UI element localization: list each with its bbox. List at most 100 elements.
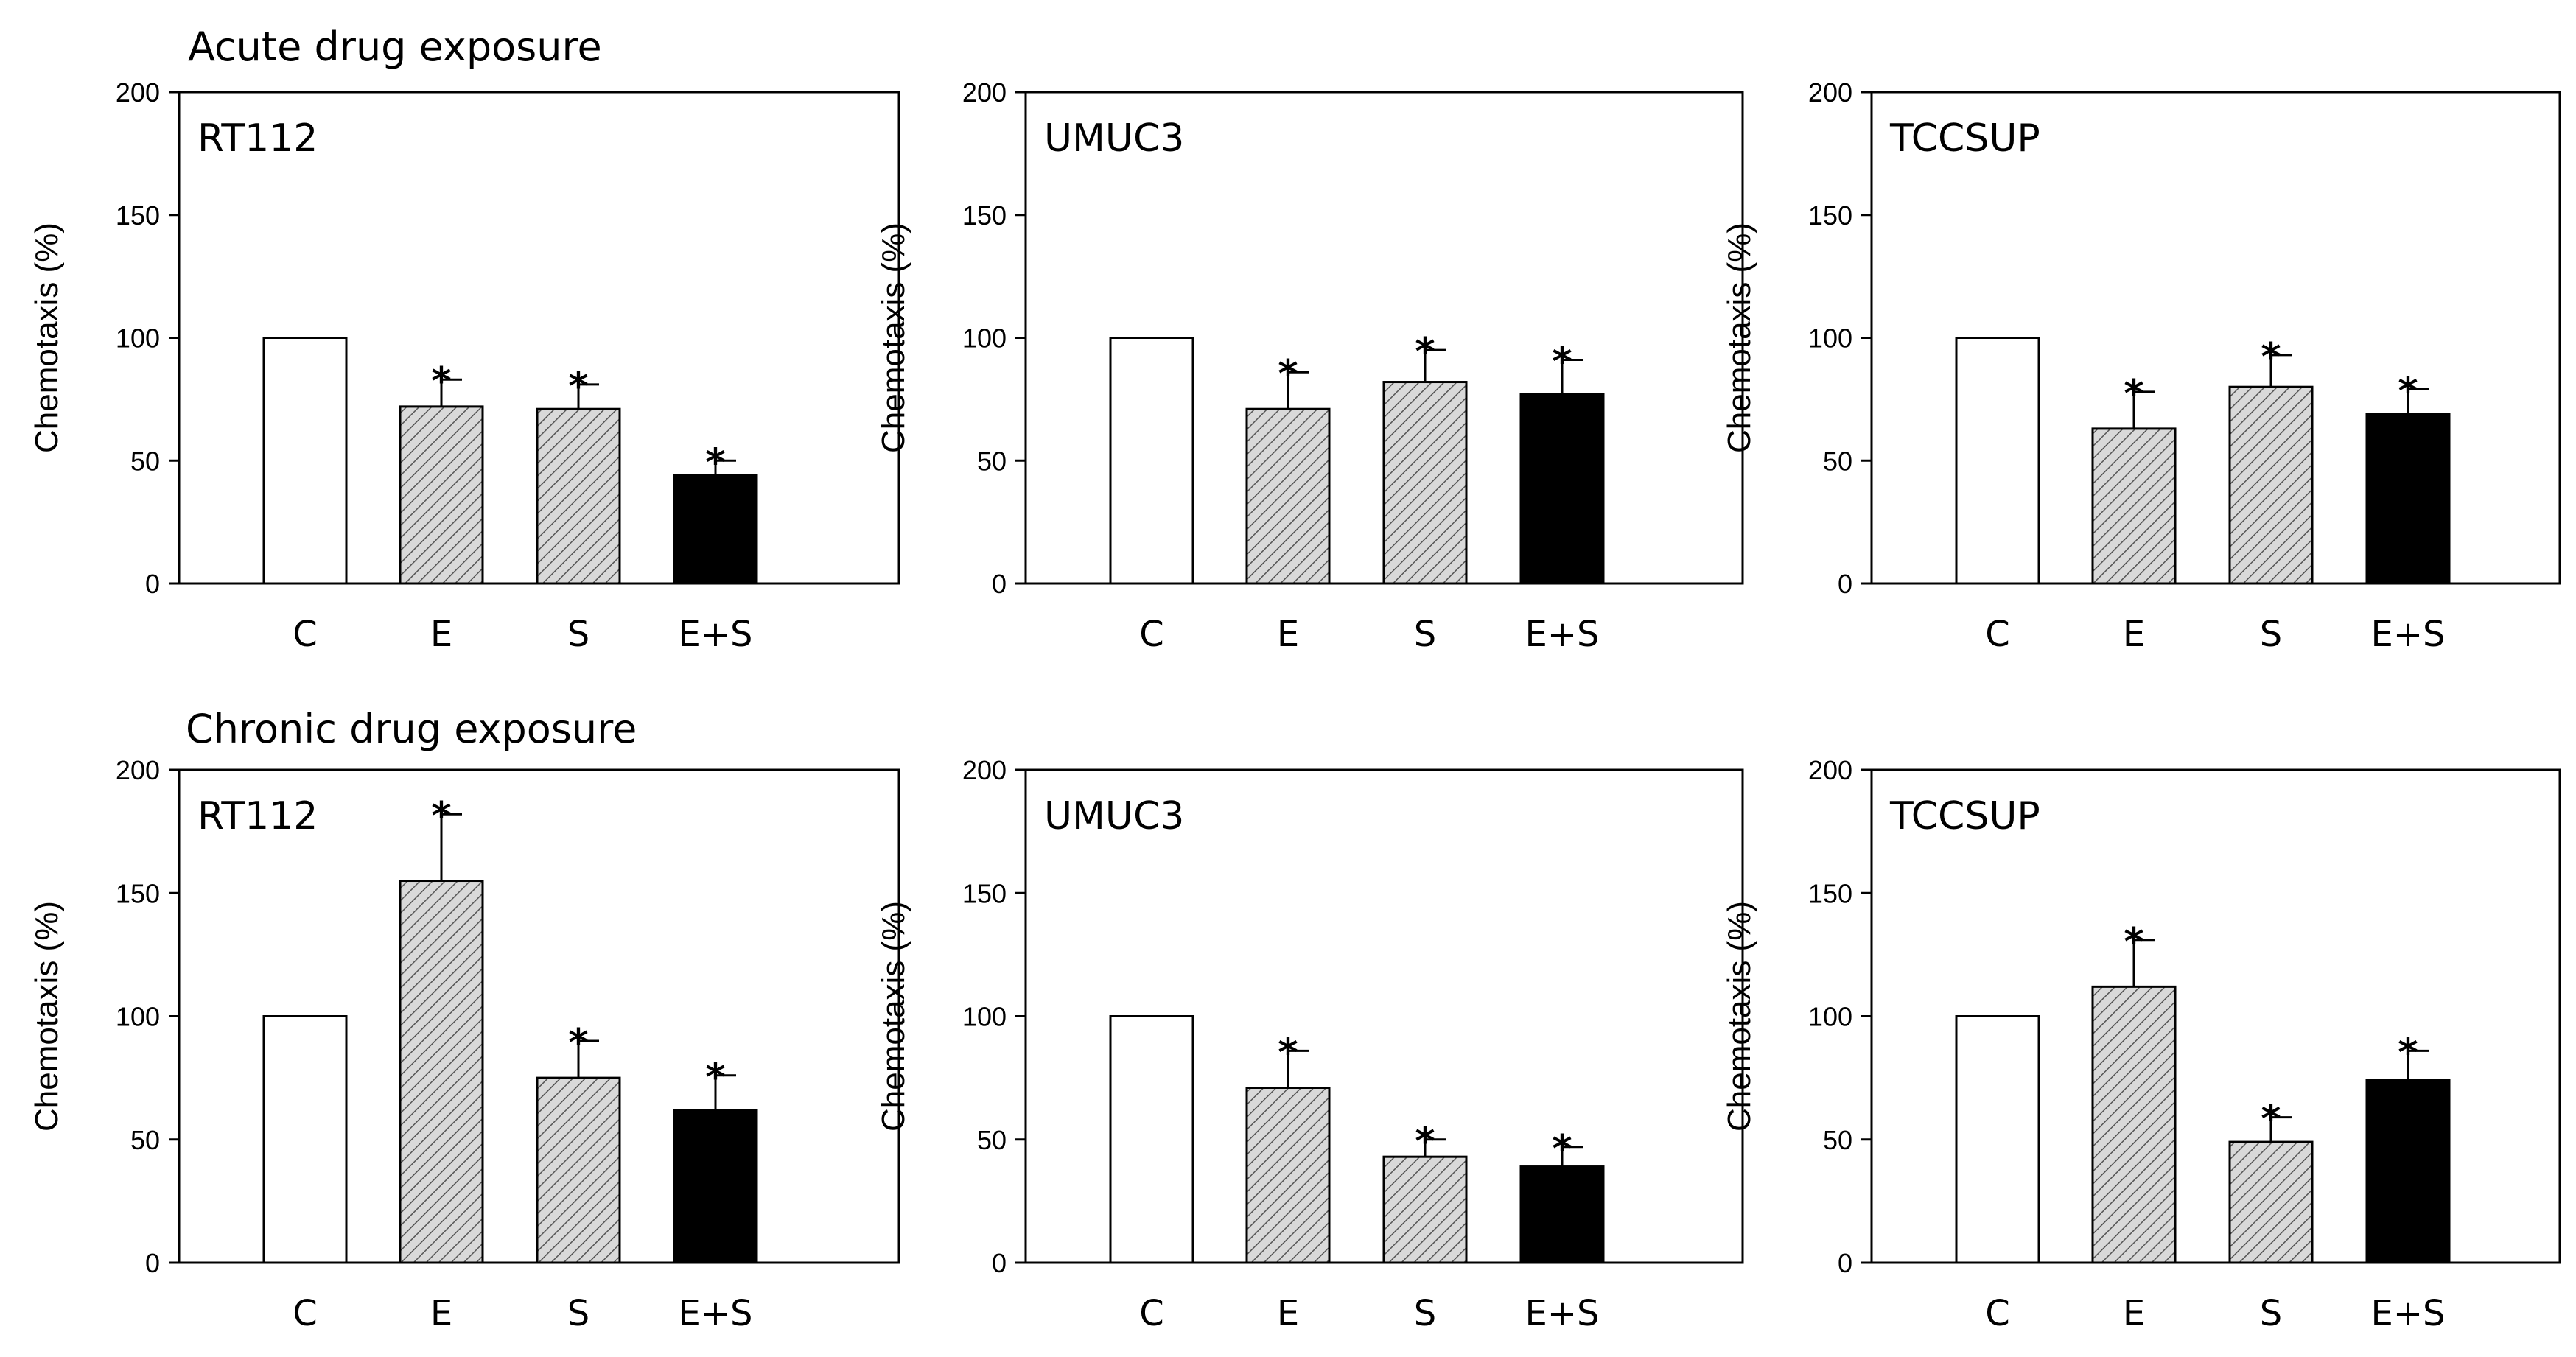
y-tick-label: 200 [116,755,160,785]
category-label-s: S [1414,614,1436,655]
category-label-c: C [1139,1293,1164,1334]
significance-marker-e-plus-s: * [1552,340,1572,385]
y-axis-label: Chemotaxis (%) [1721,901,1757,1132]
y-tick-label: 100 [116,1002,160,1032]
category-label-c: C [293,1293,318,1334]
category-label-e: E [430,614,452,655]
category-label-e: E [1277,1293,1299,1334]
y-tick-label: 150 [962,878,1007,908]
bar-s [2228,385,2314,585]
chart-panel-acute-umuc3: 0 50 100 150 200 Chemotaxis (%) UMUC3 C * E * S * E+S [875,77,1744,655]
y-tick-label: 200 [116,77,160,108]
category-label-s: S [567,614,589,655]
significance-marker-e-plus-s: * [2398,1031,2418,1075]
significance-marker-e-plus-s: * [1552,1127,1572,1171]
bar-s [1382,1155,1468,1264]
bar-e-plus-s [1519,393,1605,585]
panel-title: TCCSUP [1889,116,2040,161]
category-label-c: C [293,614,318,655]
y-tick-label: 200 [1808,77,1852,108]
significance-marker-s: * [2261,1098,2281,1142]
category-label-e-plus-s: E+S [1525,614,1599,655]
y-tick-label: 150 [116,878,160,908]
category-label-s: S [2260,614,2282,655]
category-label-c: C [1985,614,2010,655]
bar-e [2091,427,2177,585]
significance-marker-e: * [1278,352,1298,396]
bar-c [1955,1015,2040,1264]
bar-e [399,405,484,585]
significance-marker-e: * [431,794,451,838]
bar-s [536,1076,621,1264]
category-label-s: S [567,1293,589,1334]
significance-marker-e-plus-s: * [705,1056,725,1100]
category-label-e-plus-s: E+S [2370,1293,2445,1334]
y-tick-label: 150 [116,200,160,231]
y-axis-label: Chemotaxis (%) [29,901,65,1132]
category-label-s: S [2260,1293,2282,1334]
bar-s [536,407,621,585]
bar-e [2091,985,2177,1264]
y-tick-label: 50 [1823,446,1852,476]
bar-e-plus-s [1519,1165,1605,1264]
significance-marker-e: * [2124,372,2143,416]
y-tick-label: 100 [116,323,160,354]
y-tick-label: 150 [1808,200,1852,231]
bar-c [1109,337,1194,585]
y-tick-label: 0 [992,569,1007,599]
panel-title: UMUC3 [1044,116,1184,161]
category-label-c: C [1985,1293,2010,1334]
bar-c [1109,1015,1194,1264]
category-label-c: C [1139,614,1164,655]
bar-c [262,337,348,585]
significance-marker-e-plus-s: * [705,441,725,485]
section-title-chronic: Chronic drug exposure [186,706,637,752]
y-tick-label: 100 [962,1002,1007,1032]
chart-panel-chronic-umuc3: 0 50 100 150 200 Chemotaxis (%) UMUC3 C * E * S * E+S [875,755,1744,1334]
y-tick-label: 50 [130,446,160,476]
category-label-e-plus-s: E+S [678,614,752,655]
significance-marker-s: * [1415,1120,1435,1164]
y-tick-label: 200 [962,77,1007,108]
bar-e-plus-s [2365,413,2451,585]
category-label-e: E [1277,614,1299,655]
bar-e-plus-s [2365,1079,2451,1264]
category-label-s: S [1414,1293,1436,1334]
bar-e [399,880,484,1264]
y-tick-label: 150 [1808,878,1852,908]
y-tick-label: 0 [145,1248,160,1278]
bar-c [262,1015,348,1264]
y-axis-label: Chemotaxis (%) [29,222,65,453]
significance-marker-s: * [568,365,588,409]
category-label-e-plus-s: E+S [1525,1293,1599,1334]
y-tick-label: 50 [977,1125,1007,1155]
y-tick-label: 0 [1838,1248,1852,1278]
y-tick-label: 50 [130,1125,160,1155]
y-tick-label: 100 [1808,1002,1852,1032]
panel-title: UMUC3 [1044,794,1184,838]
category-label-e-plus-s: E+S [678,1293,752,1334]
y-tick-label: 150 [962,200,1007,231]
significance-marker-e: * [2124,920,2143,964]
y-tick-label: 0 [1838,569,1852,599]
category-label-e: E [2123,614,2145,655]
y-tick-label: 100 [1808,323,1852,354]
chart-panel-acute-rt112: 0 50 100 150 200 Chemotaxis (%) RT112 C * E * S * E+S [29,77,900,655]
y-tick-label: 200 [962,755,1007,785]
bar-s [2228,1140,2314,1264]
panel-title: TCCSUP [1889,794,2040,838]
significance-marker-e: * [431,360,451,404]
bar-s [1382,381,1468,585]
section-title-acute: Acute drug exposure [188,24,602,70]
y-tick-label: 200 [1808,755,1852,785]
significance-marker-s: * [1415,330,1435,374]
category-label-e: E [430,1293,452,1334]
category-label-e: E [2123,1293,2145,1334]
chart-panel-acute-tccsup: 0 50 100 150 200 Chemotaxis (%) TCCSUP C * E * S * E+… [1721,77,2561,655]
y-tick-label: 50 [977,446,1007,476]
y-tick-label: 100 [962,323,1007,354]
significance-marker-e-plus-s: * [2398,370,2418,414]
category-label-e-plus-s: E+S [2370,614,2445,655]
y-axis-label: Chemotaxis (%) [875,222,911,453]
chart-panel-chronic-rt112: 0 50 100 150 200 Chemotaxis (%) RT112 C * E * S * E+S [29,755,900,1334]
